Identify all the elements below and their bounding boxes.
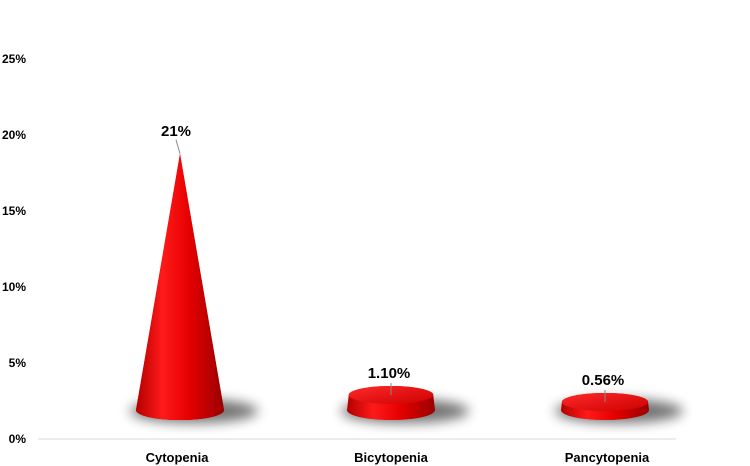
y-tick-label: 25% <box>2 52 26 66</box>
category-label: Pancytopenia <box>565 450 650 465</box>
data-label: 1.10% <box>368 365 411 382</box>
label-leader <box>175 139 181 154</box>
cone-body <box>136 153 224 420</box>
y-axis-ticks: 0% 5% 10% 15% 20% 25% <box>2 52 26 446</box>
category-label: Bicytopenia <box>354 450 428 465</box>
y-tick-label: 15% <box>2 204 26 218</box>
category-labels: Cytopenia Bicytopenia Pancytopenia <box>146 450 650 465</box>
category-label: Cytopenia <box>146 450 210 465</box>
y-tick-label: 0% <box>9 432 27 446</box>
y-tick-label: 10% <box>2 280 26 294</box>
data-label: 0.56% <box>582 372 625 389</box>
cone-bars <box>136 153 649 420</box>
data-label: 21% <box>161 123 191 140</box>
data-labels: 21% 1.10% 0.56% <box>161 123 624 402</box>
y-tick-label: 5% <box>9 356 27 370</box>
y-tick-label: 20% <box>2 128 26 142</box>
